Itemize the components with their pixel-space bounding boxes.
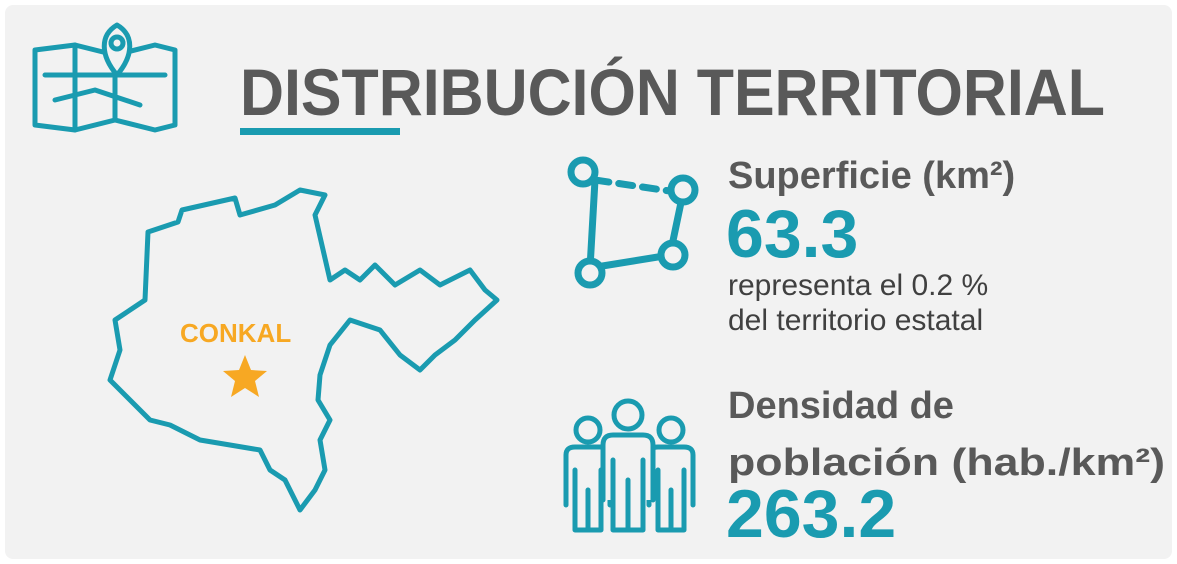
density-value: 263.2 <box>726 476 896 552</box>
people-icon <box>563 398 696 533</box>
title-underline <box>240 128 400 135</box>
density-label: Densidad de <box>728 385 954 427</box>
density-label: población (hab./km²) <box>728 442 1165 484</box>
title: DISTRIBUCIÓN TERRITORIAL <box>240 55 1105 129</box>
municipality-map <box>107 187 500 513</box>
area-note: representa el 0.2 % <box>728 269 988 302</box>
star <box>223 355 267 397</box>
area-icon <box>567 156 699 289</box>
map-icon <box>32 22 178 133</box>
area-value: 63.3 <box>726 196 858 272</box>
area-label: Superficie (km²) <box>728 155 1015 197</box>
map-label: CONKAL <box>180 318 291 348</box>
area-note: del territorio estatal <box>728 304 983 337</box>
